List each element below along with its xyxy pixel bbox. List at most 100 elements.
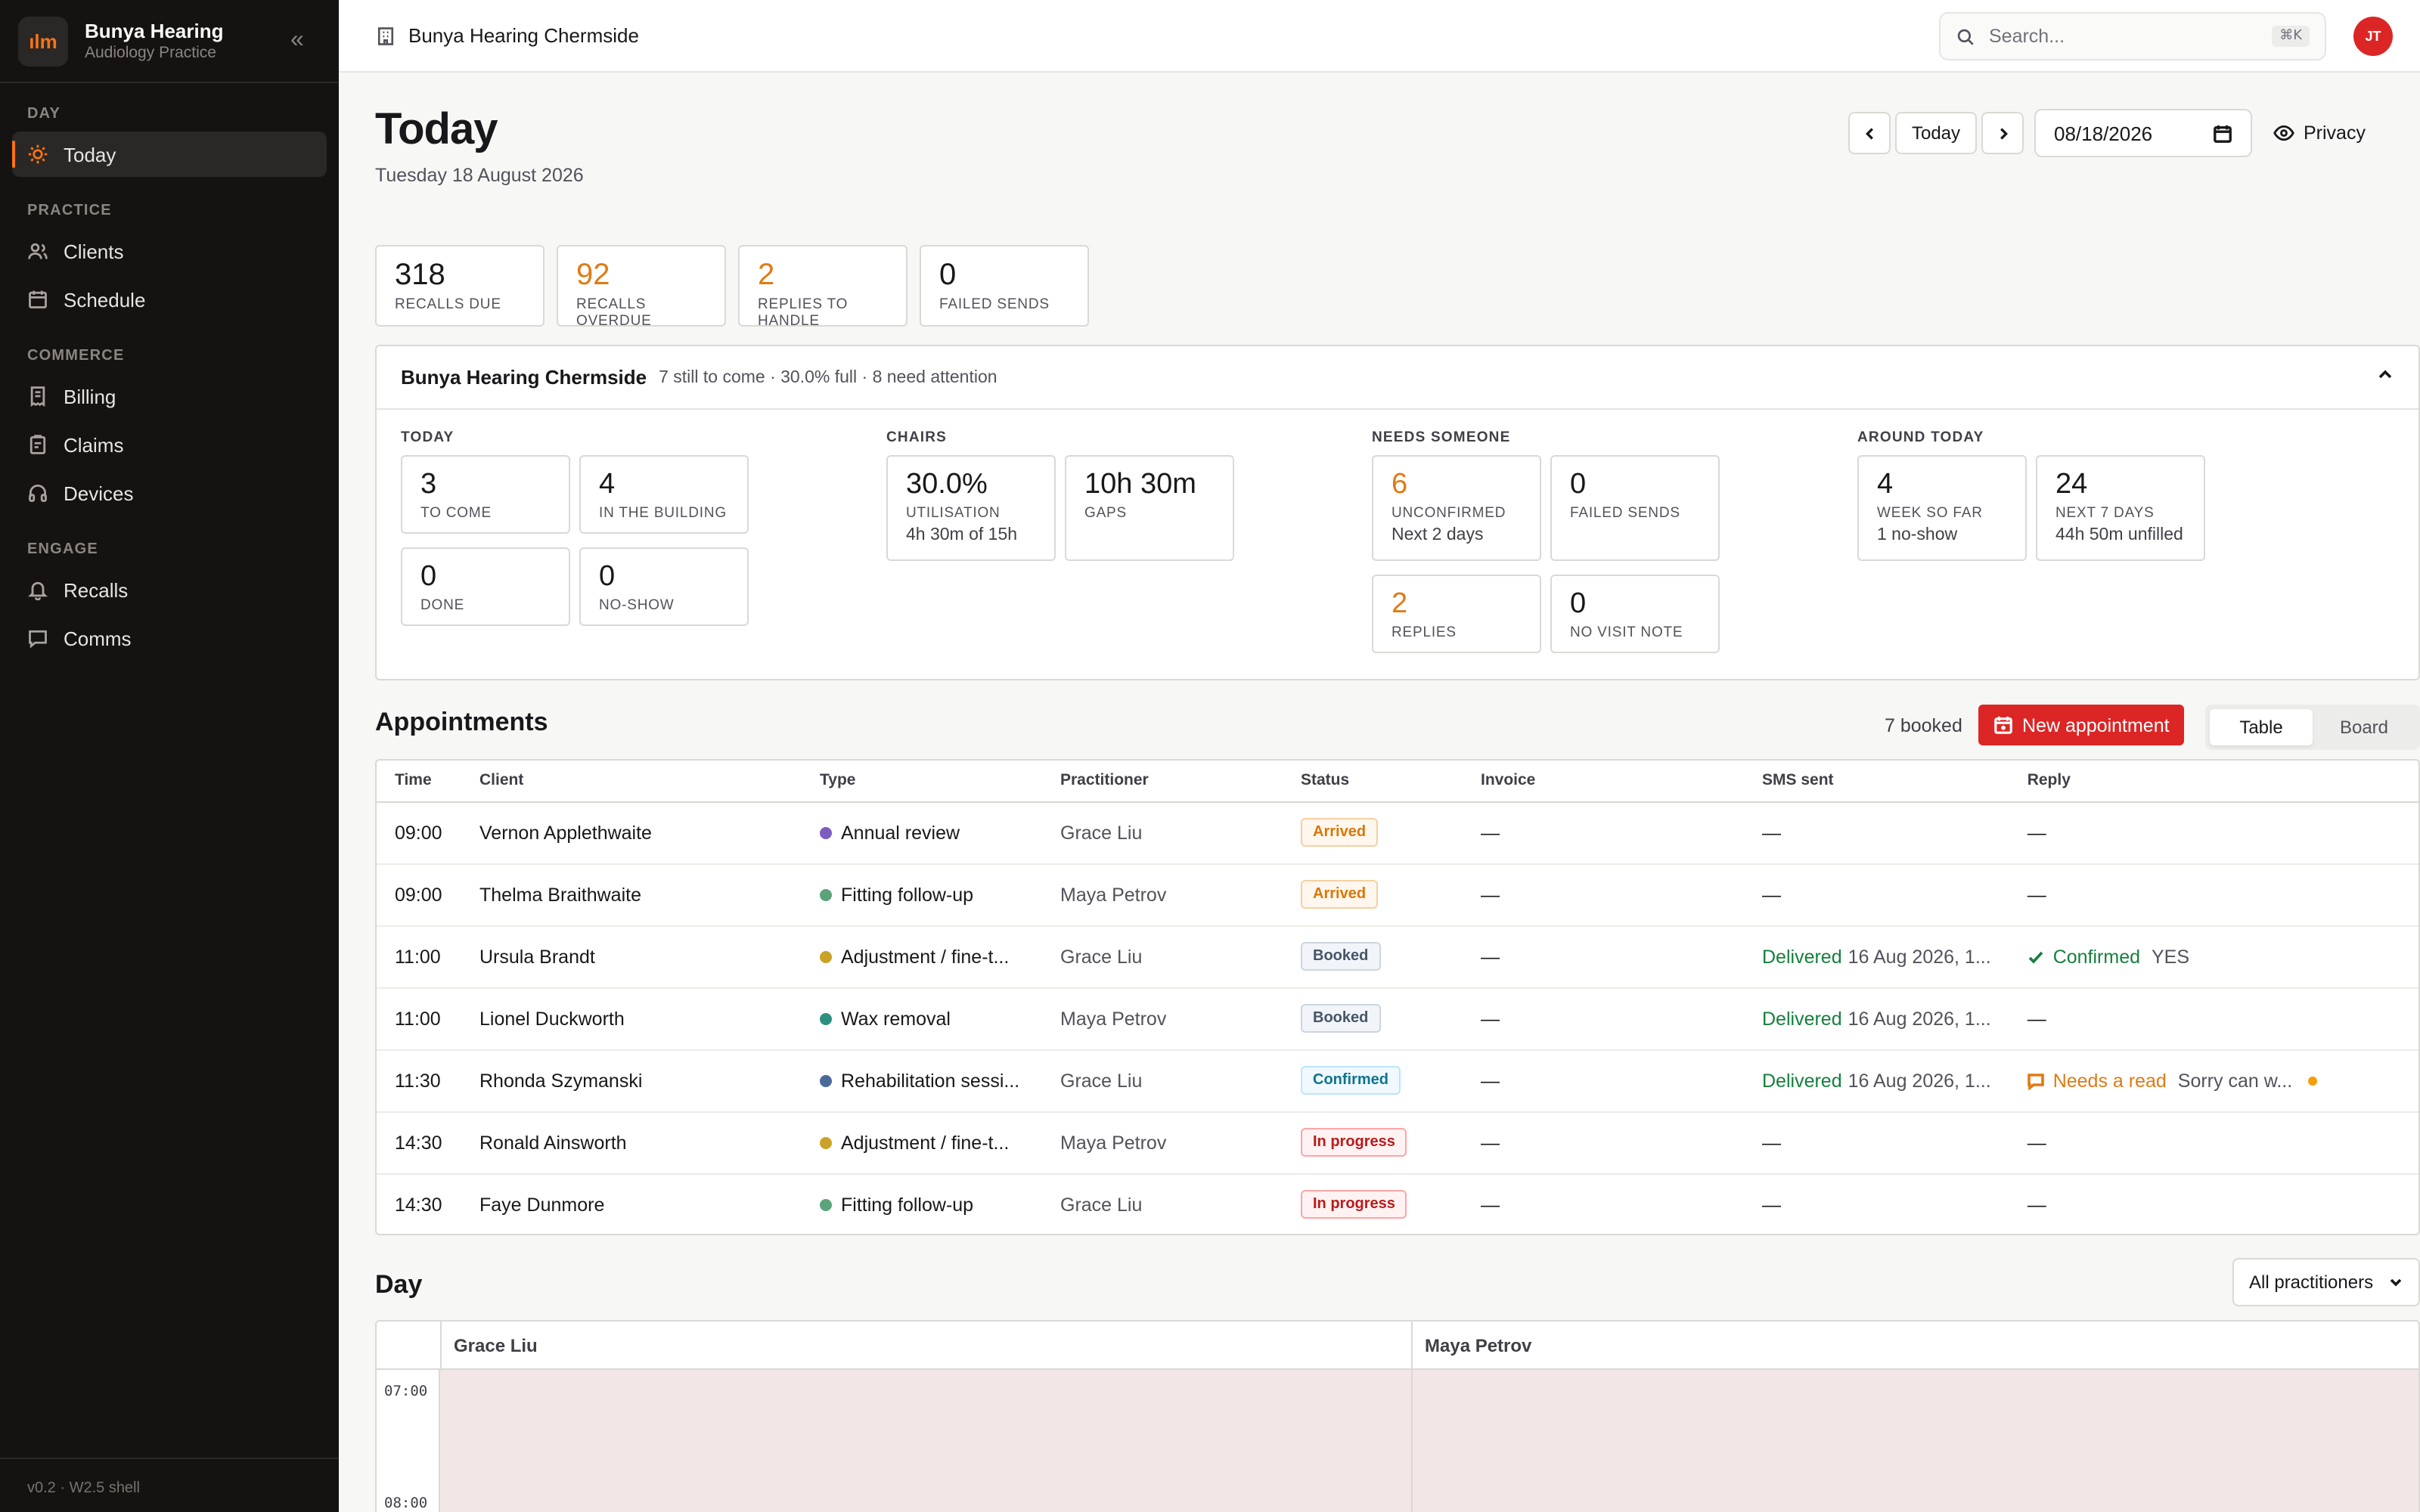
status-badge[interactable]: In progress (1301, 1128, 1407, 1157)
summary-tile-sub: 1 no-show (1877, 526, 1958, 544)
appt-client[interactable]: Rhonda Szymanski (461, 1049, 802, 1112)
practitioner-filter[interactable]: All practitioners (2232, 1258, 2420, 1306)
status-badge[interactable]: Arrived (1301, 880, 1379, 909)
location-summary-header[interactable]: Bunya Hearing Chermside 7 still to come … (377, 346, 2418, 410)
summary-tile[interactable]: 30.0% UTILISATION 4h 30m of 15h (886, 455, 1056, 561)
sidebar-item-billing[interactable]: Billing (12, 373, 327, 419)
sidebar-item-claims[interactable]: Claims (12, 422, 327, 467)
appointments-table: Time Client Type Practitioner Status Invoice S… (375, 759, 2420, 1235)
summary-tile[interactable]: 0 DONE (401, 547, 570, 626)
sidebar-item-label: Schedule (64, 288, 146, 311)
summary-tile[interactable]: 2 REPLIES (1372, 575, 1541, 653)
summary-group-label: NEEDS SOMEONE (1372, 429, 1511, 446)
main-content: Bunya Hearing Chermside Search... ⌘K JT … (339, 0, 2420, 1512)
next-day-button[interactable] (1981, 112, 2024, 154)
appt-status-cell: In progress (1283, 1111, 1463, 1174)
calendar-lane[interactable] (440, 1370, 1411, 1512)
status-badge[interactable]: Arrived (1301, 818, 1379, 847)
summary-tile[interactable]: 0 FAILED SENDS (1550, 455, 1720, 561)
sidebar-item-comms[interactable]: Comms (12, 615, 327, 661)
summary-tile[interactable]: 0 NO VISIT NOTE (1550, 575, 1720, 653)
summary-tile[interactable]: 6 UNCONFIRMED Next 2 days (1372, 455, 1541, 561)
day-title: Day (375, 1270, 423, 1299)
sun-icon (27, 144, 48, 165)
sidebar-item-today[interactable]: Today (12, 132, 327, 177)
prev-day-button[interactable] (1848, 112, 1891, 154)
message-icon (2028, 1071, 2046, 1089)
brand-subtitle: Audiology Practice (85, 44, 216, 62)
calendar-icon[interactable] (2213, 123, 2232, 143)
kpi-card[interactable]: 2 REPLIES TO HANDLE (738, 245, 908, 330)
appt-client[interactable]: Ursula Brandt (461, 925, 802, 988)
appointments-header: Appointments 7 booked New appointment Ta… (375, 705, 2420, 750)
nav-section-label: ENGAGE (27, 541, 98, 558)
summary-tile[interactable]: 10h 30m GAPS (1065, 455, 1234, 561)
kpi-card[interactable]: 318 RECALLS DUE (375, 245, 544, 327)
appt-time: 11:00 (377, 925, 461, 988)
location-summary-name: Bunya Hearing Chermside (401, 366, 647, 389)
appt-client[interactable]: Faye Dunmore (479, 1194, 605, 1216)
table-row[interactable]: 09:00 Vernon Applethwaite Annual review … (377, 801, 2418, 864)
kpi-card[interactable]: 92 RECALLS OVERDUE (557, 245, 726, 330)
table-row[interactable]: 11:30 Rhonda Szymanski Rehabilitation se… (377, 1049, 2418, 1112)
new-appointment-button[interactable]: New appointment (1978, 705, 2185, 745)
status-badge[interactable]: In progress (1301, 1190, 1407, 1219)
location-switcher[interactable]: Bunya Hearing Chermside (375, 24, 639, 47)
location-summary-card: Bunya Hearing Chermside 7 still to come … (375, 345, 2420, 680)
brand[interactable]: ılm Bunya Hearing Audiology Practice (0, 0, 339, 83)
appt-client[interactable]: Ronald Ainsworth (461, 1111, 802, 1174)
today-button[interactable]: Today (1895, 112, 1977, 154)
status-badge[interactable]: Booked (1301, 1004, 1381, 1033)
summary-tile[interactable]: 4 WEEK SO FAR 1 no-show (1857, 455, 2027, 561)
appt-type: Rehabilitation sessi... (841, 1070, 1020, 1091)
chevron-up-icon[interactable] (2376, 364, 2394, 391)
version-label: v0.2 · W2.5 shell (0, 1458, 339, 1512)
status-badge[interactable]: Confirmed (1301, 1066, 1401, 1095)
summary-tile[interactable]: 24 NEXT 7 DAYS 44h 50m unfilled (2036, 455, 2205, 561)
status-badge[interactable]: Booked (1301, 942, 1381, 971)
appt-sms-cell: — (1744, 801, 2009, 864)
calendar-lane[interactable] (1413, 1370, 2418, 1512)
appt-time: 11:00 (377, 987, 461, 1050)
summary-tile[interactable]: 3 TO COME (401, 455, 570, 534)
summary-tile[interactable]: 0 NO-SHOW (579, 547, 749, 626)
kpi-label: REPLIES TO HANDLE (758, 296, 849, 330)
privacy-toggle[interactable]: Privacy (2273, 122, 2366, 144)
appt-sms-cell: Delivered 16 Aug 2026, 1... (1744, 987, 2009, 1050)
view-board-tab[interactable]: Board (2339, 717, 2389, 738)
summary-tile-label: NEXT 7 DAYS (2055, 505, 2155, 522)
sidebar-item-devices[interactable]: Devices (12, 470, 327, 516)
appt-client[interactable]: Vernon Applethwaite (461, 801, 802, 864)
avatar[interactable]: JT (2353, 17, 2393, 56)
sms-status: — (1762, 822, 1781, 843)
table-row[interactable]: 14:30 Faye Dunmore Fitting follow-up Gra… (377, 1173, 2418, 1234)
reply-status[interactable]: Needs a read (2052, 1070, 2167, 1091)
calendar-time-label: 07:00 (384, 1383, 428, 1400)
table-row[interactable]: 11:00 Ursula Brandt Adjustment / fine-t.… (377, 925, 2418, 988)
sidebar-item-clients[interactable]: Clients (12, 228, 327, 274)
appt-type-cell: Fitting follow-up (802, 863, 1042, 926)
brand-logo: ılm (18, 16, 68, 66)
appt-client[interactable]: Thelma Braithwaite (461, 863, 802, 926)
sidebar-item-schedule[interactable]: Schedule (12, 277, 327, 322)
sidebar-item-label: Recalls (64, 578, 129, 601)
chevron-right-icon (2000, 127, 2008, 139)
appt-sms-cell: — (1744, 1173, 2009, 1234)
table-row[interactable]: 09:00 Thelma Braithwaite Fitting follow-… (377, 863, 2418, 926)
sidebar-item-label: Devices (64, 482, 134, 504)
table-row[interactable]: 14:30 Ronald Ainsworth Adjustment / fine… (377, 1111, 2418, 1174)
sidebar-item-recalls[interactable]: Recalls (12, 567, 327, 612)
kpi-card[interactable]: 0 FAILED SENDS (920, 245, 1089, 327)
sms-status: — (1762, 884, 1781, 905)
appt-type: Annual review (841, 822, 960, 843)
summary-tile[interactable]: 4 IN THE BUILDING (579, 455, 749, 534)
type-color-dot (820, 1136, 832, 1148)
date-picker[interactable]: 08/18/2026 (2034, 109, 2252, 157)
search-input[interactable]: Search... ⌘K (1939, 12, 2326, 60)
appt-client[interactable]: Lionel Duckworth (461, 987, 802, 1050)
table-row[interactable]: 11:00 Lionel Duckworth Wax removal Maya … (377, 987, 2418, 1050)
collapse-sidebar-icon[interactable]: « (290, 27, 304, 53)
view-table-tab[interactable]: Table (2210, 709, 2313, 745)
summary-tile-value: 24 (2055, 469, 2088, 500)
summary-tile-value: 0 (420, 561, 437, 593)
